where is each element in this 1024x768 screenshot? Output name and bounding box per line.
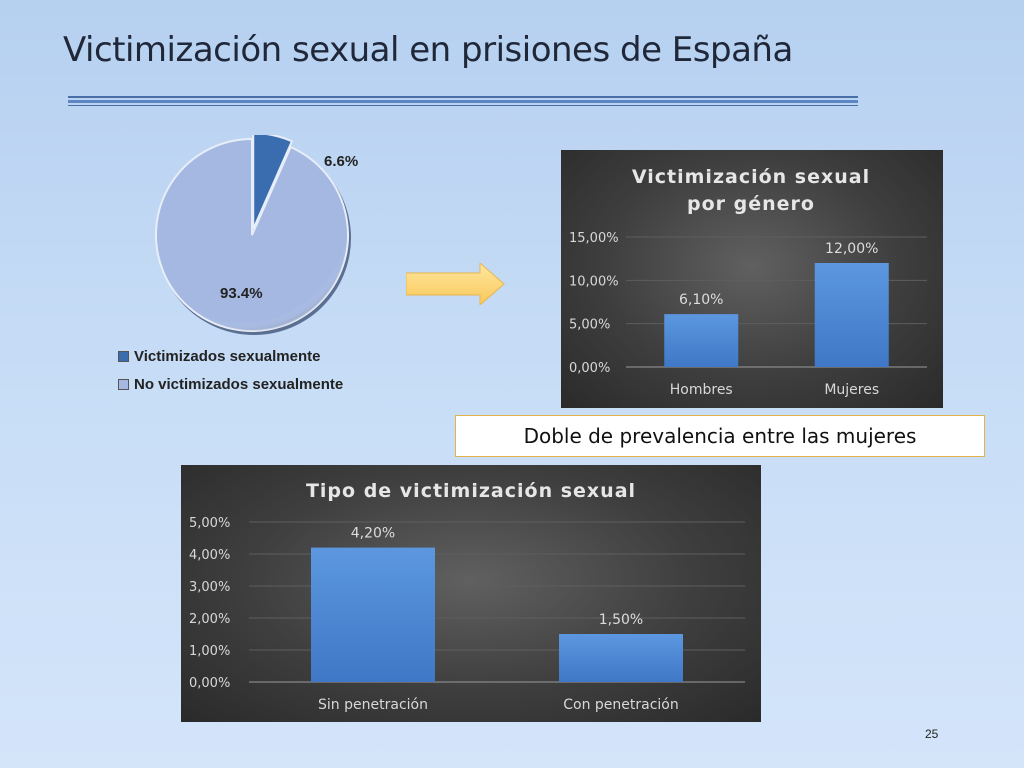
right-arrow-icon <box>406 263 505 305</box>
pie-chart-svg: 6.6% 93.4% <box>155 132 358 335</box>
type-bar-chart-svg: Tipo de victimización sexual 0,00% 1,00% 2,… <box>189 480 745 713</box>
y-tick-label: 2,00% <box>189 612 230 627</box>
type-bar-chart: Tipo de victimización sexual 0,00% 1,00% 2,… <box>181 465 761 722</box>
slide-title: Victimización sexual en prisiones de Esp… <box>63 30 793 70</box>
data-label: 4,20% <box>351 526 395 542</box>
chart-title: por género <box>687 193 815 215</box>
legend-swatch-no-victimizados <box>118 378 129 390</box>
data-label: 1,50% <box>599 612 643 628</box>
x-category-label: Sin penetración <box>318 697 428 713</box>
legend-swatch-victimizados <box>118 350 129 362</box>
y-tick-label: 1,00% <box>189 644 230 659</box>
y-tick-label: 15,00% <box>569 231 619 246</box>
chart-title: Victimización sexual <box>632 166 870 188</box>
bar-sin-penetración <box>311 547 435 682</box>
legend-label: Victimizados sexualmente <box>134 347 321 365</box>
gender-bar-chart-svg: Victimización sexual por género 0,00% 5,00%… <box>569 166 927 398</box>
bar-con-penetración <box>559 634 683 682</box>
pie-label-victimizados: 6.6% <box>324 153 358 170</box>
y-tick-label: 3,00% <box>189 580 230 595</box>
gender-bar-chart: Victimización sexual por género 0,00% 5,00%… <box>561 150 943 408</box>
y-tick-label: 4,00% <box>189 548 230 563</box>
pie-label-no-victimizados: 93.4% <box>220 285 263 302</box>
prevalence-note: Doble de prevalencia entre las mujeres <box>455 415 985 457</box>
legend-label: No victimizados sexualmente <box>134 375 344 393</box>
title-divider <box>68 96 858 106</box>
bar-mujeres <box>814 263 889 367</box>
x-category-label: Mujeres <box>824 382 879 398</box>
y-tick-label: 5,00% <box>189 516 230 531</box>
x-category-label: Hombres <box>670 382 733 398</box>
legend-item-no-victimizados: No victimizados sexualmente <box>118 370 343 398</box>
legend-item-victimizados: Victimizados sexualmente <box>118 342 343 370</box>
data-label: 6,10% <box>679 292 723 308</box>
y-tick-label: 5,00% <box>569 318 610 333</box>
y-tick-label: 0,00% <box>569 361 610 376</box>
bar-hombres <box>664 314 739 367</box>
y-tick-label: 10,00% <box>569 274 619 289</box>
data-label: 12,00% <box>825 241 878 257</box>
x-category-label: Con penetración <box>563 697 679 713</box>
y-tick-label: 0,00% <box>189 676 230 691</box>
page-number: 25 <box>925 727 939 741</box>
pie-bevel <box>156 139 348 331</box>
chart-title: Tipo de victimización sexual <box>306 480 636 502</box>
pie-legend: Victimizados sexualmente No victimizados… <box>118 342 343 398</box>
pie-chart: 6.6% 93.4% <box>110 132 370 335</box>
